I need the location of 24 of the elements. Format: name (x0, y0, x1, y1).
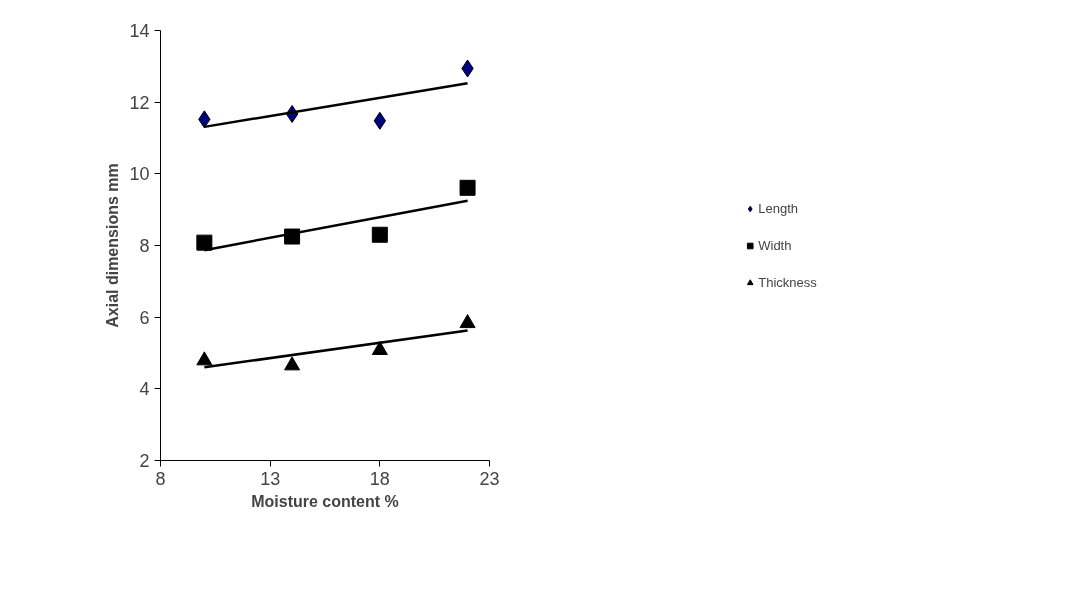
x-axis-title: Moisture content % (251, 492, 399, 510)
point (196, 234, 213, 251)
y-tick-label: 6 (139, 307, 150, 328)
y-tick-label: 14 (129, 21, 150, 41)
point (371, 226, 388, 243)
y-tick-label: 10 (129, 164, 150, 185)
x-tick-label: 23 (479, 468, 500, 489)
x-tick-label: 18 (369, 468, 390, 489)
point (371, 340, 388, 355)
y-tick-label: 4 (139, 379, 150, 400)
x-tick-label: 13 (260, 468, 281, 489)
y-tick-label: 8 (139, 236, 150, 256)
legend-label: Thickness (758, 274, 817, 290)
y-tick-label: 12 (129, 92, 150, 113)
legend-label: Length (758, 200, 798, 216)
point (284, 356, 301, 371)
x-tick-label: 8 (155, 468, 166, 489)
point (459, 179, 476, 196)
y-tick-label: 2 (139, 451, 150, 471)
point (196, 351, 213, 366)
point (459, 314, 476, 329)
point (284, 228, 301, 245)
y-axis-title: Axial dimensions mm (104, 163, 122, 328)
legend-label: Width (758, 237, 792, 253)
